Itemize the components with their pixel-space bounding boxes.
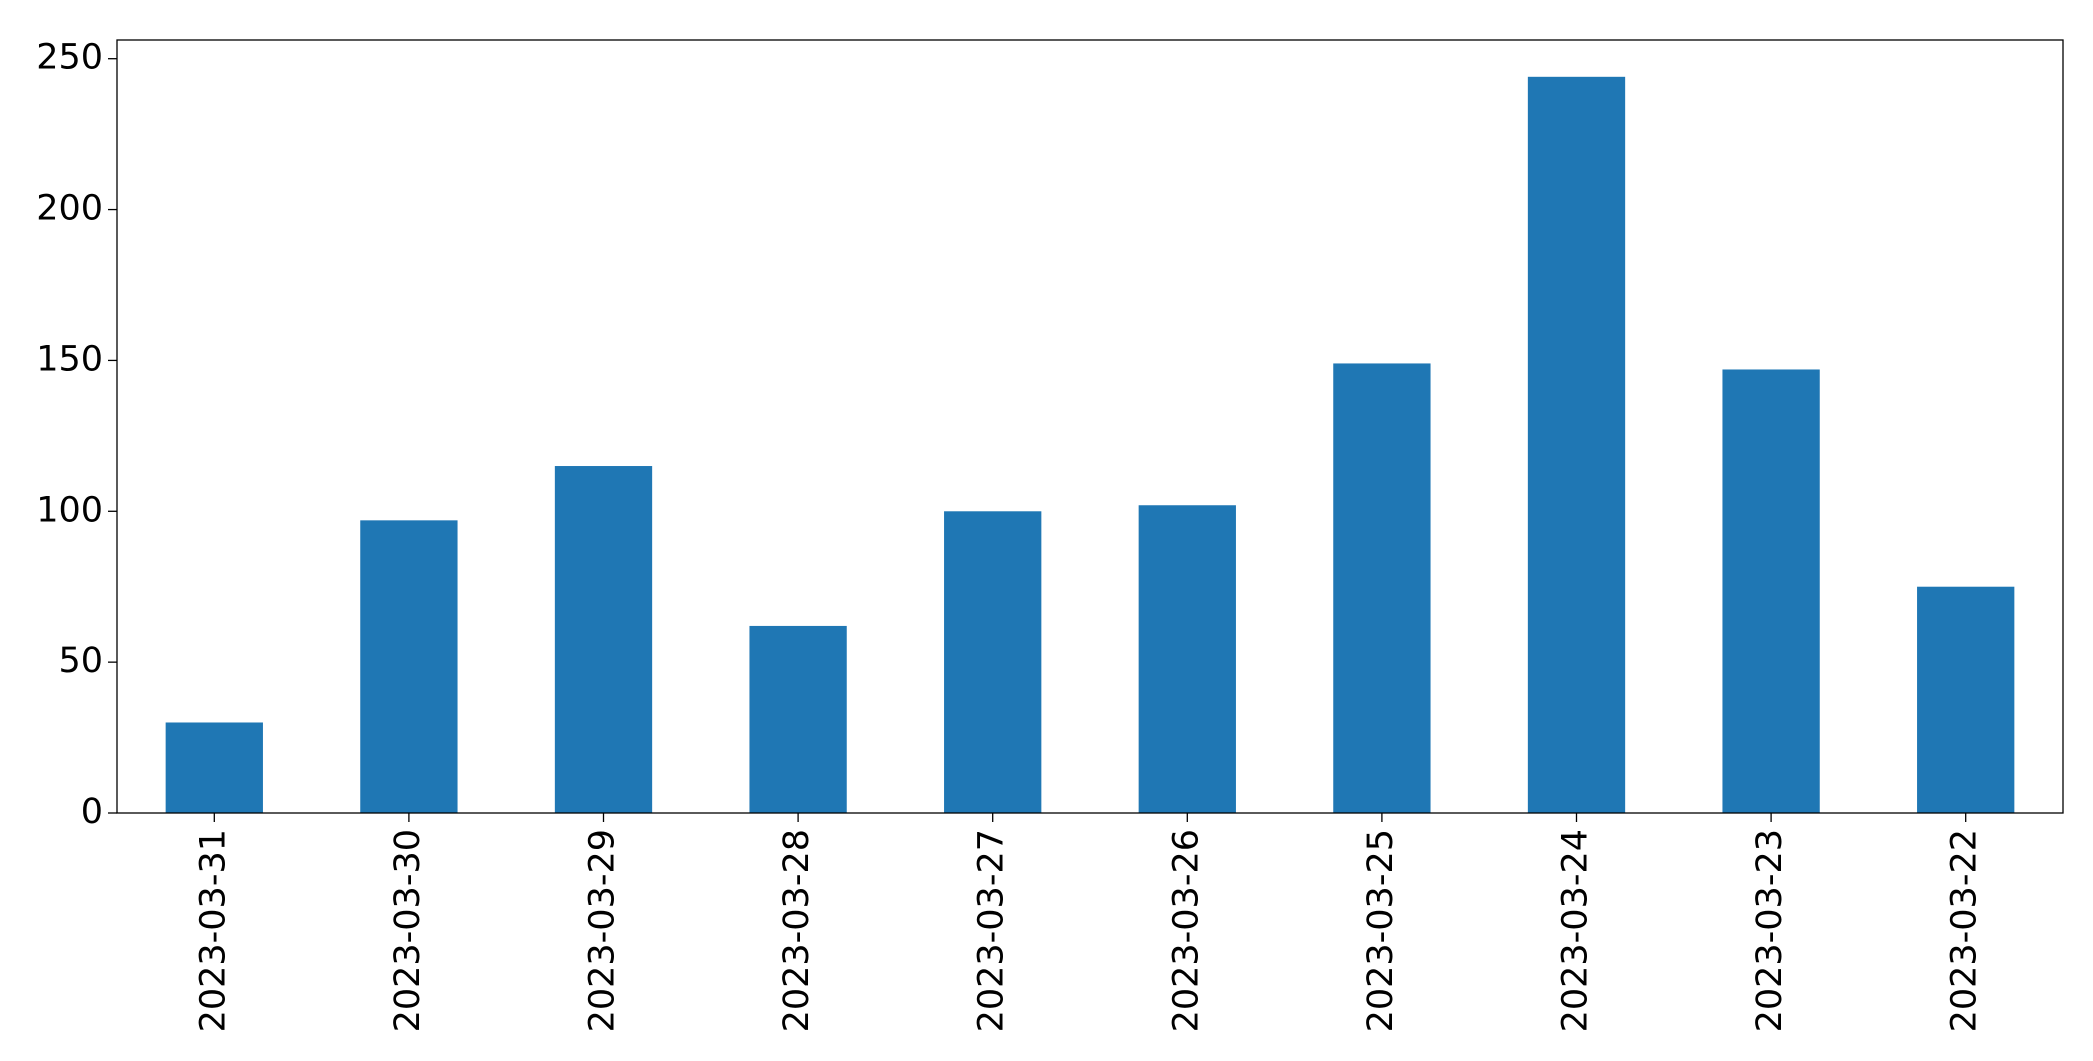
x-tick-label: 2023-03-26: [1166, 829, 1206, 1032]
x-tick-label: 2023-03-29: [583, 829, 623, 1032]
x-tick-label: 2023-03-31: [193, 829, 233, 1032]
y-tick-label: 50: [58, 641, 103, 681]
x-tick-label: 2023-03-27: [972, 829, 1012, 1032]
bar: [944, 511, 1042, 813]
x-tick-label: 2023-03-28: [777, 829, 817, 1032]
bar: [554, 466, 653, 813]
bar: [1527, 76, 1626, 814]
y-tick-label: 250: [36, 38, 103, 78]
y-tick-label: 150: [36, 339, 103, 379]
y-tick-label: 0: [81, 792, 103, 832]
x-tick-label: 2023-03-30: [388, 829, 428, 1032]
x-tick-label: 2023-03-25: [1361, 829, 1401, 1032]
bar: [749, 625, 847, 813]
plot-frame: [116, 39, 2064, 814]
bar: [360, 520, 458, 813]
x-tick-label: 2023-03-22: [1945, 829, 1985, 1032]
x-tick-label: 2023-03-24: [1556, 829, 1596, 1032]
y-tick-label: 100: [36, 490, 103, 530]
y-tick-label: 200: [36, 189, 103, 229]
bar: [1333, 363, 1431, 813]
bar: [1917, 586, 2015, 813]
bar: [1138, 505, 1236, 813]
x-tick-label: 2023-03-23: [1750, 829, 1790, 1032]
bar: [165, 722, 263, 813]
bar: [1722, 369, 1820, 813]
